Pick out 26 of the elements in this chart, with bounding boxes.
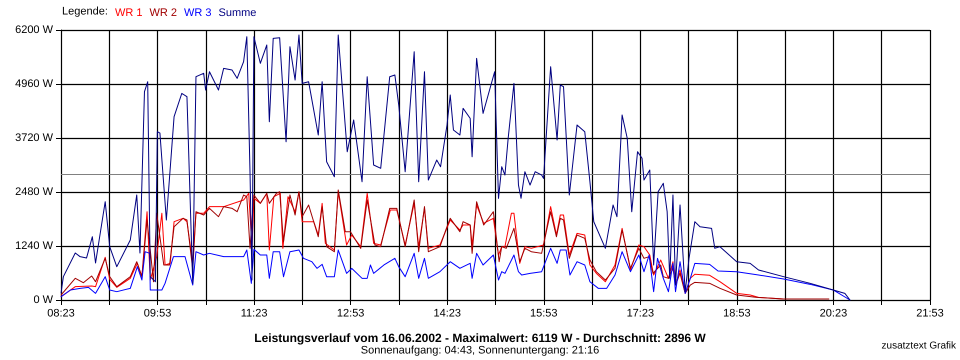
x-tick-label: 20:23 — [820, 308, 848, 320]
text: WR 2 — [150, 7, 177, 19]
x-tick-label: 09:53 — [144, 308, 172, 320]
y-tick-label: 3720 W — [15, 132, 54, 144]
x-tick-label: 21:53 — [916, 308, 944, 320]
y-tick-label: 4960 W — [15, 78, 54, 90]
x-tick-label: 17:23 — [626, 308, 654, 320]
line-series — [60, 248, 850, 300]
y-tick-label: 2480 W — [15, 186, 54, 198]
text: WR 1 — [115, 7, 142, 19]
legend-title: Legende: — [62, 6, 108, 18]
text: zusatztext Grafik — [882, 340, 957, 352]
y-tick-label: 6200 W — [15, 24, 54, 36]
x-tick-label: 15:53 — [530, 308, 558, 320]
text: Sonnenaufgang: 04:43, Sonnenuntergang: 21:16 — [360, 344, 600, 356]
line-series — [60, 34, 850, 300]
x-tick-label: 11:23 — [240, 308, 268, 320]
text: Leistungsverlauf vom 16.06.2002 - Maximalwert: 6119 W - Durchschnitt: 2896 W — [254, 331, 706, 345]
text: WR 3 — [184, 7, 212, 19]
y-tick-label: 0 W — [33, 294, 54, 306]
x-tick-label: 08:23 — [47, 308, 75, 320]
x-tick-label: 12:53 — [336, 308, 364, 320]
x-tick-label: 14:23 — [433, 308, 461, 320]
y-tick-label: 1240 W — [15, 240, 54, 252]
series-label: Summe — [218, 7, 256, 19]
x-tick-label: 18:53 — [723, 308, 751, 320]
